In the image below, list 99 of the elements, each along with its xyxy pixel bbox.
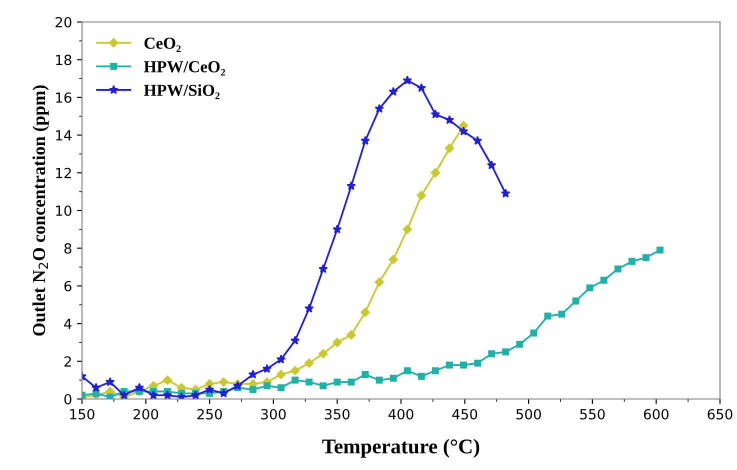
point	[250, 386, 256, 394]
point	[162, 376, 172, 385]
point	[404, 367, 411, 374]
point	[558, 310, 566, 318]
point	[402, 76, 412, 84]
point	[148, 390, 158, 399]
x-tick-label: 650	[708, 408, 732, 420]
point	[586, 284, 594, 292]
point	[374, 278, 384, 287]
point	[642, 254, 650, 262]
point	[248, 370, 258, 379]
point	[376, 376, 383, 384]
point	[516, 340, 524, 348]
point	[416, 190, 426, 200]
point	[346, 181, 356, 190]
legend-label: HPW/CeO₂	[144, 61, 226, 76]
point	[204, 384, 214, 394]
point	[402, 224, 412, 234]
point	[290, 366, 300, 376]
point	[446, 362, 453, 369]
point	[276, 370, 286, 380]
point	[430, 110, 440, 118]
point	[318, 349, 328, 358]
point	[486, 160, 496, 170]
point	[318, 264, 328, 273]
point	[304, 358, 314, 368]
point	[390, 374, 397, 382]
point	[388, 254, 398, 264]
point	[474, 360, 482, 367]
x-tick-label: 500	[516, 408, 541, 420]
point	[332, 224, 342, 234]
point	[430, 168, 440, 178]
point	[628, 258, 636, 265]
point	[91, 382, 101, 392]
point	[472, 136, 482, 145]
point	[320, 382, 327, 390]
y-tick-label: 4	[64, 318, 72, 329]
y-tick-label: 18	[56, 54, 72, 66]
point	[444, 115, 454, 124]
point	[278, 384, 285, 392]
point	[458, 126, 468, 136]
point	[500, 188, 510, 198]
point	[304, 304, 314, 313]
y-axis-title: Outlet N$_{2}$O concentration (ppm)	[32, 85, 49, 336]
y-tick-label: 2	[64, 356, 71, 367]
point	[262, 364, 272, 373]
point	[219, 377, 228, 387]
point	[600, 276, 608, 284]
legend-label: CeO₂	[144, 38, 181, 52]
point	[362, 371, 369, 378]
point	[290, 336, 300, 345]
point	[614, 265, 622, 272]
point	[656, 246, 664, 254]
x-axis-title: Temperature (°C)	[322, 438, 480, 458]
point	[502, 348, 510, 356]
point	[544, 312, 552, 320]
point	[332, 338, 342, 348]
y-tick-label: 12	[56, 168, 71, 178]
point	[360, 308, 370, 317]
point	[218, 388, 228, 398]
y-tick-label: 8	[64, 243, 72, 254]
point	[264, 382, 270, 390]
x-tick-label: 400	[388, 408, 414, 420]
x-tick-label: 550	[580, 408, 605, 420]
y-tick-label: 6	[64, 280, 72, 292]
y-tick-label: 16	[56, 92, 72, 103]
point	[416, 83, 426, 92]
point	[306, 378, 313, 386]
point	[360, 136, 370, 145]
x-tick-label: 150	[70, 408, 94, 420]
point	[530, 330, 538, 336]
point	[432, 367, 439, 374]
x-tick-label: 250	[197, 408, 222, 420]
point	[374, 104, 384, 113]
point	[418, 372, 425, 380]
point	[348, 378, 355, 386]
y-tick-label: 14	[56, 130, 72, 140]
point	[444, 144, 454, 153]
point	[346, 330, 356, 340]
point	[460, 362, 467, 369]
point	[276, 354, 286, 364]
x-tick-label: 350	[325, 408, 350, 420]
point	[572, 298, 580, 304]
point	[388, 86, 398, 96]
y-tick-label: 20	[56, 16, 72, 28]
x-tick-label: 450	[452, 408, 478, 420]
y-tick-label: 10	[56, 205, 72, 216]
point	[162, 390, 172, 399]
point	[488, 350, 496, 358]
y-tick-label: 0	[64, 394, 72, 404]
x-tick-label: 300	[261, 408, 286, 420]
point	[334, 378, 341, 386]
point	[105, 377, 115, 386]
legend-label: HPW/SiO₂	[144, 84, 220, 100]
x-tick-label: 600	[644, 408, 669, 420]
point	[134, 382, 144, 392]
point	[292, 376, 299, 384]
x-tick-label: 200	[134, 408, 158, 420]
point	[106, 394, 114, 399]
